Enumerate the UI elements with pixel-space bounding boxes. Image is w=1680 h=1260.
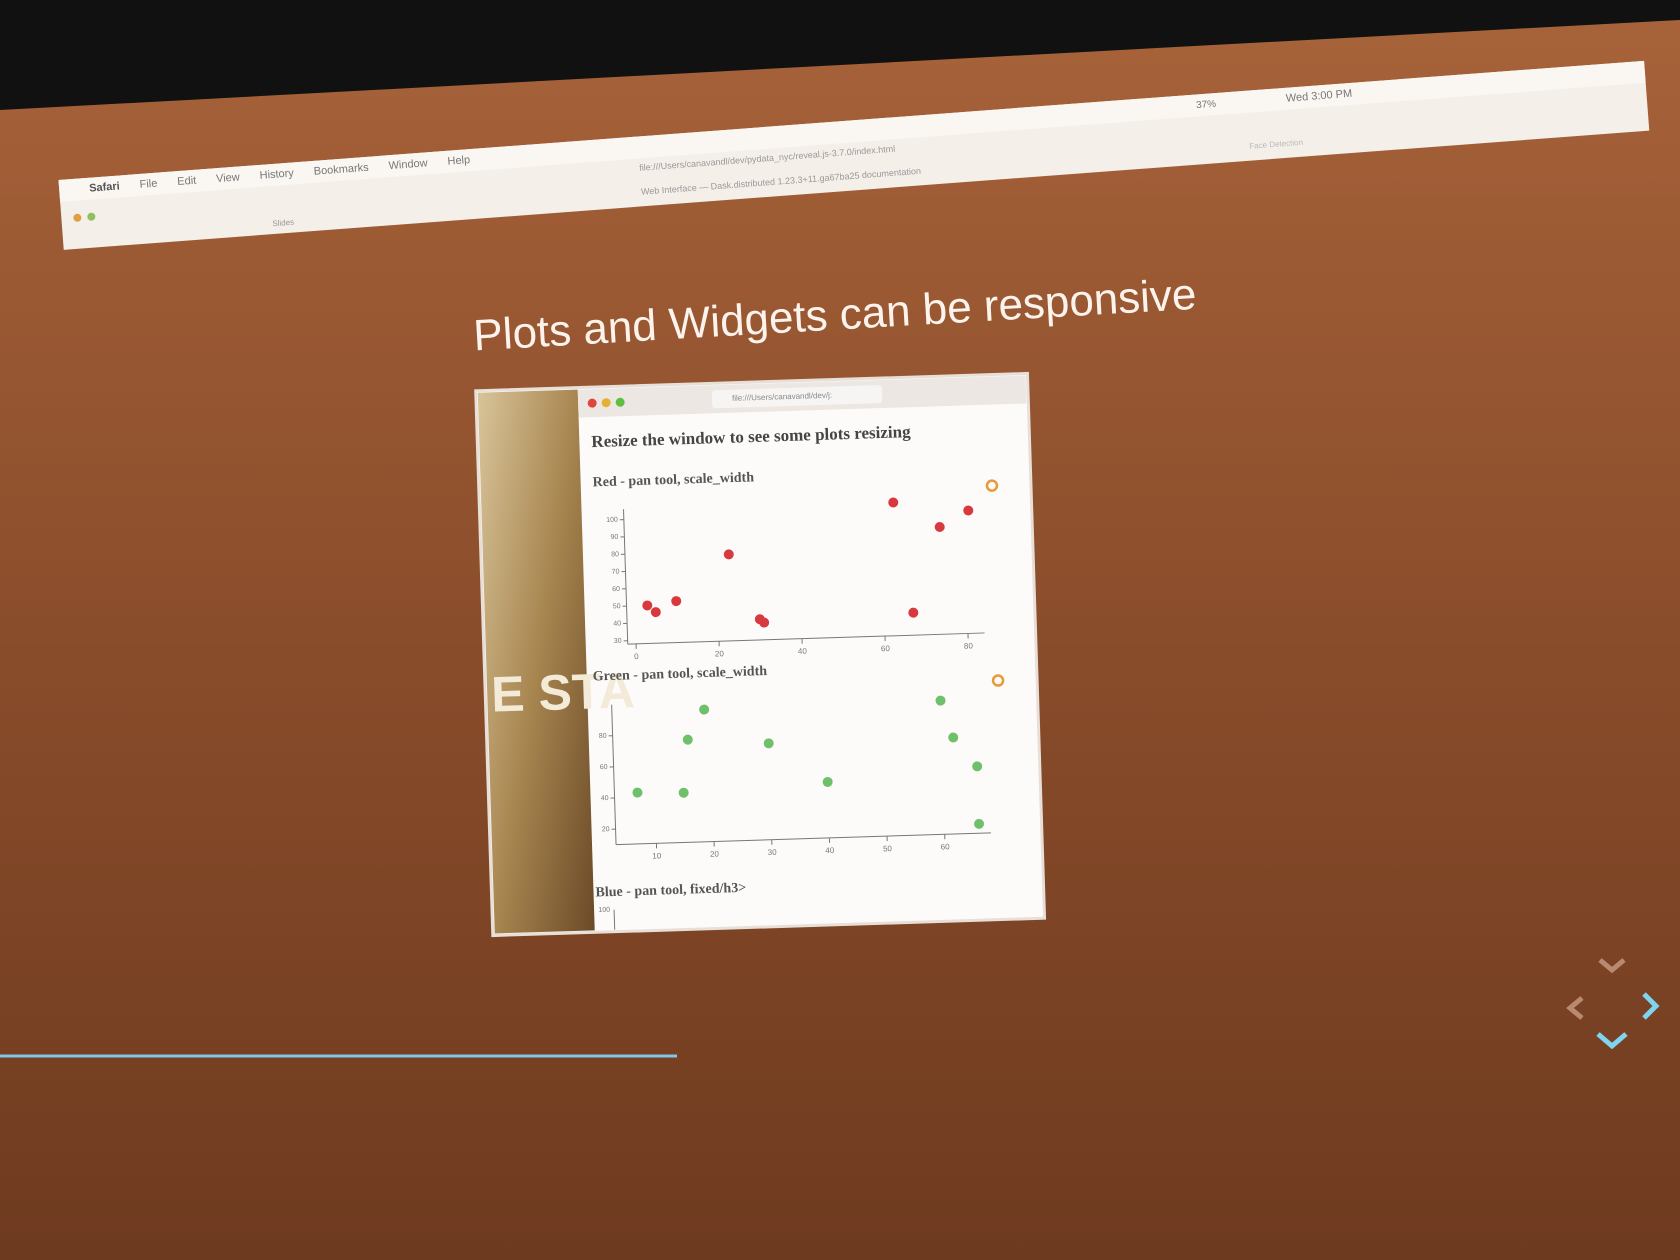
menu-item[interactable]: File xyxy=(139,178,158,191)
slide-controls xyxy=(1566,958,1660,1050)
x-tick-label: 20 xyxy=(710,849,720,858)
scatter-point xyxy=(908,607,919,618)
nav-left[interactable] xyxy=(1566,996,1584,1020)
x-tick-label: 10 xyxy=(652,851,662,860)
scatter-point xyxy=(935,695,946,706)
scatter-point xyxy=(763,738,774,749)
clock: Wed 3:00 PM xyxy=(1285,88,1352,105)
y-tick-label: 70 xyxy=(612,569,620,576)
scatter-point xyxy=(972,761,983,772)
screenshot-frame xyxy=(474,371,1047,938)
menu-item[interactable]: History xyxy=(259,167,295,182)
plot-title: Blue - pan tool, fixed/h3> xyxy=(595,881,746,901)
scatter-point xyxy=(888,497,899,508)
menu-strip xyxy=(58,60,1646,202)
y-axis xyxy=(611,704,617,845)
x-axis xyxy=(627,632,985,645)
menu-item[interactable]: Window xyxy=(388,157,428,172)
menu-item[interactable]: Bookmarks xyxy=(313,162,369,178)
menu-item[interactable]: Edit xyxy=(177,175,197,188)
scatter-point xyxy=(948,732,959,743)
window-button[interactable] xyxy=(601,398,611,408)
window-button[interactable] xyxy=(587,398,597,408)
menu-item[interactable]: Help xyxy=(447,154,470,168)
y-axis xyxy=(613,909,616,930)
menu-item[interactable]: View xyxy=(216,171,241,185)
x-tick-label: 60 xyxy=(881,644,891,653)
plot-title: Red - pan tool, scale_width xyxy=(592,470,754,490)
scatter-point xyxy=(678,787,689,798)
nav-up[interactable] xyxy=(1598,958,1626,974)
tab[interactable]: Face Detection xyxy=(1249,138,1303,151)
window-button[interactable] xyxy=(615,397,625,407)
x-tick-label: 60 xyxy=(941,842,951,851)
inner-url: file:///Users/canavandl/dev/j: xyxy=(732,391,832,403)
x-tick-label: 40 xyxy=(825,846,835,855)
nav-down[interactable] xyxy=(1596,1032,1628,1050)
x-axis xyxy=(616,832,991,846)
y-tick-label: 40 xyxy=(601,795,609,802)
y-tick-label: 100 xyxy=(606,517,618,524)
scatter-point xyxy=(632,787,643,798)
menu-item[interactable]: Safari xyxy=(89,180,120,194)
scatter-point xyxy=(974,818,985,829)
scatter-point xyxy=(822,776,833,787)
y-axis xyxy=(623,509,629,645)
screenshot: E STA file:///Users/canavandl/dev/j: Res… xyxy=(474,371,1047,938)
y-tick-label: 80 xyxy=(599,733,607,740)
x-tick-label: 80 xyxy=(964,641,974,650)
y-tick-label: 40 xyxy=(613,620,621,627)
y-tick-label: 90 xyxy=(610,534,618,541)
y-tick-label: 100 xyxy=(598,907,610,914)
scatter-point xyxy=(699,704,710,715)
scatter-point xyxy=(671,596,682,607)
y-tick-label: 60 xyxy=(612,586,620,593)
window-button[interactable] xyxy=(87,212,96,221)
y-tick-label: 20 xyxy=(602,826,610,833)
y-tick-label: 50 xyxy=(613,603,621,610)
scatter-point xyxy=(963,505,974,516)
tab[interactable]: Slides xyxy=(272,218,294,229)
x-tick-label: 40 xyxy=(798,647,808,656)
y-tick-label: 80 xyxy=(611,551,619,558)
y-tick-label: 60 xyxy=(600,764,608,771)
scatter-point xyxy=(650,607,661,618)
toolbar-logo xyxy=(991,674,1005,687)
battery: 37% xyxy=(1196,99,1217,111)
inner-url-field[interactable] xyxy=(711,385,883,409)
plot-title: Green - pan tool, scale_width xyxy=(593,664,768,684)
mac-window: 37% Wed 3:00 PM file:///Users/canavandl/… xyxy=(58,60,1650,250)
scatter-point xyxy=(934,521,945,532)
x-tick-label: 30 xyxy=(768,848,778,857)
scatter-point xyxy=(759,617,770,628)
scatter-point xyxy=(682,734,693,745)
scatter-point xyxy=(642,600,653,611)
window-button[interactable] xyxy=(73,213,82,222)
x-tick-label: 0 xyxy=(634,652,639,661)
x-tick-label: 20 xyxy=(715,649,725,658)
background-photo xyxy=(477,389,595,934)
toolbar-logo xyxy=(985,479,999,492)
scatter-point xyxy=(723,549,734,560)
y-tick-label: 30 xyxy=(614,638,622,645)
x-tick-label: 50 xyxy=(883,844,893,853)
nav-right[interactable] xyxy=(1642,992,1660,1020)
top-edge xyxy=(0,0,1680,110)
